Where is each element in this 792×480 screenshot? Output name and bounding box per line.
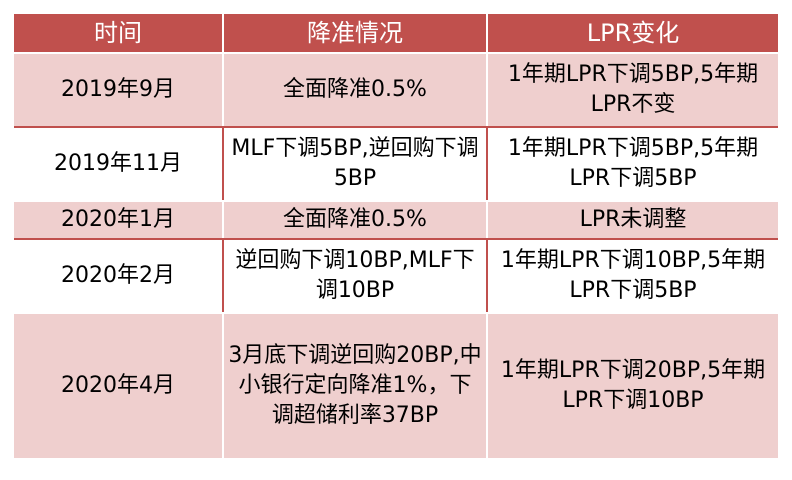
cell-time: 2020年1月 <box>14 202 224 238</box>
header-lpr: LPR变化 <box>586 19 680 47</box>
cell-lpr: LPR未调整 <box>488 202 778 238</box>
table-row: 2020年1月 全面降准0.5% LPR未调整 <box>14 200 778 238</box>
cell-lpr: 1年期LPR下调20BP,5年期LPR下调10BP <box>488 314 778 458</box>
cell-rrr: 3月底下调逆回购20BP,中小银行定向降准1%，下调超储利率37BP <box>224 314 488 458</box>
table-row: 2020年4月 3月底下调逆回购20BP,中小银行定向降准1%，下调超储利率37… <box>14 312 778 458</box>
cell-lpr: 1年期LPR下调5BP,5年期LPR不变 <box>488 54 778 126</box>
cell-rrr: 全面降准0.5% <box>224 202 488 238</box>
cell-time: 2019年11月 <box>14 128 224 200</box>
cell-time: 2020年2月 <box>14 240 224 312</box>
header-time: 时间 <box>14 14 224 52</box>
policy-table: 时间 降准情况 LPR变化 2019年9月 全面降准0.5% 1年期LPR下调5… <box>14 14 778 458</box>
cell-lpr: 1年期LPR下调10BP,5年期LPR下调5BP <box>488 240 778 312</box>
cell-time: 2020年4月 <box>14 314 224 458</box>
table-header: 时间 降准情况 LPR变化 <box>14 14 778 52</box>
table-row: 2019年9月 全面降准0.5% 1年期LPR下调5BP,5年期LPR不变 <box>14 52 778 126</box>
header-rrr: 降准情况 <box>224 14 488 52</box>
table-row: 2019年11月 MLF下调5BP,逆回购下调5BP 1年期LPR下调5BP,5… <box>14 126 778 200</box>
table-row: 2020年2月 逆回购下调10BP,MLF下调10BP 1年期LPR下调10BP… <box>14 238 778 312</box>
cell-rrr: MLF下调5BP,逆回购下调5BP <box>224 128 488 200</box>
cell-rrr: 逆回购下调10BP,MLF下调10BP <box>224 240 488 312</box>
cell-rrr: 全面降准0.5% <box>224 54 488 126</box>
cell-time: 2019年9月 <box>14 54 224 126</box>
cell-lpr: 1年期LPR下调5BP,5年期LPR下调5BP <box>488 128 778 200</box>
